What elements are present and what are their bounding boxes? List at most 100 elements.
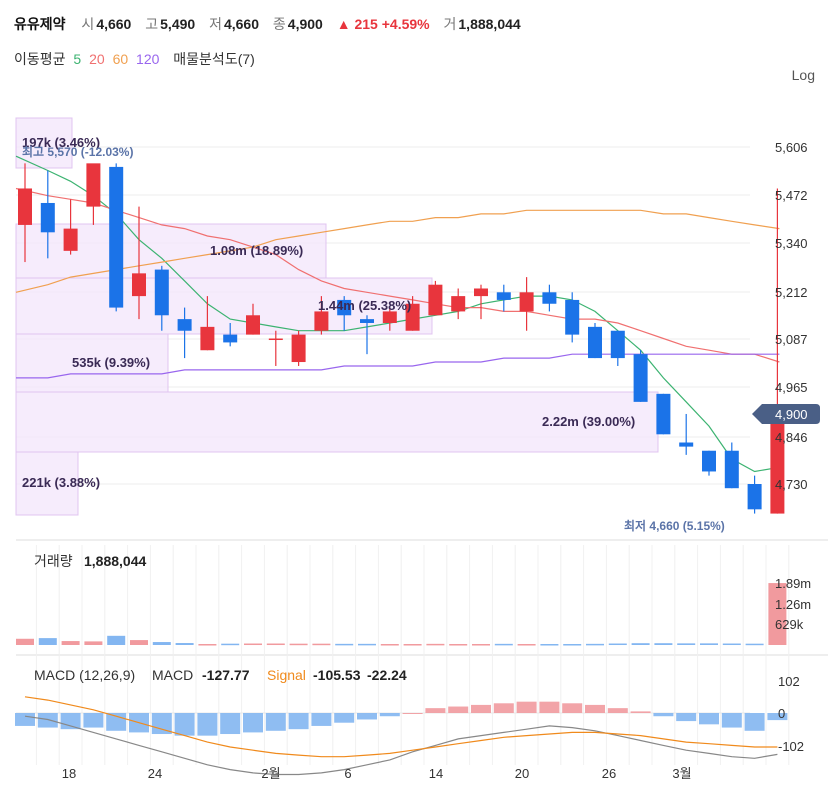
macd-histogram-bar xyxy=(539,701,560,713)
volume-profile-label: 197k (3.46%) xyxy=(22,135,100,150)
candle-body xyxy=(405,303,420,331)
price-tick-label: 4,965 xyxy=(775,380,808,395)
date-tick-label: 18 xyxy=(62,766,76,781)
macd-histogram-bar xyxy=(265,713,286,731)
volume-bar xyxy=(289,643,308,646)
date-tick-label: 2월 xyxy=(261,766,280,781)
volume-bar xyxy=(586,643,604,646)
candle-body xyxy=(63,228,78,251)
macd-value: -127.77 xyxy=(202,667,250,683)
ma20-label[interactable]: 20 xyxy=(89,51,105,67)
candles xyxy=(18,163,785,514)
histogram-value: -22.24 xyxy=(367,667,407,683)
current-price-label: 4,900 xyxy=(775,407,808,422)
volume-bar xyxy=(403,644,422,646)
volume-profile-label: 1.08m (18.89%) xyxy=(210,243,303,258)
macd-histogram-bar xyxy=(744,713,765,731)
volume-profile-label: 535k (9.39%) xyxy=(72,355,150,370)
high-value: 5,490 xyxy=(160,16,196,32)
volume-bar xyxy=(221,643,240,646)
volume-bar xyxy=(107,635,126,645)
candle-body xyxy=(291,334,306,363)
volume-profile-box xyxy=(15,277,433,335)
macd-label: MACD xyxy=(152,667,193,683)
volume-last-value: 1,888,044 xyxy=(84,553,146,569)
candle-body xyxy=(519,292,534,312)
candle-body xyxy=(382,311,397,323)
candle-body xyxy=(18,188,32,225)
volume-bar xyxy=(745,643,764,646)
volume-bar xyxy=(175,643,194,645)
high-label: 고 xyxy=(145,16,159,32)
volume-bar xyxy=(426,643,445,646)
date-tick-label: 24 xyxy=(148,766,162,781)
profile-indicator-label[interactable]: 매물분석도(7) xyxy=(173,51,255,67)
volume-bar xyxy=(654,643,673,645)
macd-histogram-bar xyxy=(379,713,400,717)
volume-bar xyxy=(198,644,217,646)
ma60-label[interactable]: 60 xyxy=(112,51,129,67)
volume-title: 거래량 xyxy=(34,553,73,569)
ma120-label[interactable]: 120 xyxy=(136,51,160,67)
volume-bar xyxy=(700,643,718,645)
open-label: 시 xyxy=(81,16,95,32)
candle-body xyxy=(610,330,625,359)
volume-bar xyxy=(358,643,376,646)
close-label: 종 xyxy=(272,16,286,32)
macd-histogram-bar xyxy=(676,713,697,722)
volume-bar xyxy=(540,644,559,646)
macd-histogram-bar xyxy=(37,713,58,728)
date-tick-label: 14 xyxy=(429,766,443,781)
candle-body xyxy=(86,163,101,207)
volume-bar xyxy=(244,643,262,646)
candle-body xyxy=(314,311,329,331)
volume-profile-box xyxy=(15,333,169,393)
volume-bar xyxy=(494,643,513,646)
volume-bar xyxy=(563,644,582,646)
macd-histogram-bar xyxy=(220,713,241,735)
ma-label[interactable]: 이동평균 xyxy=(14,51,66,67)
candle-body xyxy=(177,319,192,331)
close-value: 4,900 xyxy=(287,16,323,32)
volume-profile-box xyxy=(15,117,73,169)
volume-profile-label: 1.44m (25.38%) xyxy=(318,298,411,313)
low-price-marker: 최저 4,660 (5.15%) xyxy=(624,518,725,533)
log-scale-toggle[interactable]: Log xyxy=(791,67,815,83)
candle-body xyxy=(246,315,260,335)
change-value: ▲ 215 +4.59% xyxy=(336,16,430,32)
price-tick-label: 5,472 xyxy=(775,188,808,203)
volume-bar xyxy=(722,643,741,646)
macd-histogram-bar xyxy=(425,708,446,713)
macd-histogram-bar xyxy=(60,713,81,730)
candle-body xyxy=(474,288,488,297)
date-axis: 18 24 2월 6 14 20 26 3월 xyxy=(62,766,692,781)
candle-body xyxy=(268,338,283,341)
macd-histogram-bar xyxy=(493,703,514,713)
candle-body xyxy=(565,299,580,335)
macd-tick-label: 102 xyxy=(778,674,800,689)
date-tick-label: 20 xyxy=(515,766,529,781)
candle-body xyxy=(679,442,694,447)
macd-histogram-bar xyxy=(15,713,35,726)
candle-body xyxy=(588,326,602,359)
volume-profile xyxy=(15,117,659,516)
macd-tick-label: 0 xyxy=(778,706,785,721)
macd-histogram-bar xyxy=(197,713,218,736)
macd-line xyxy=(24,715,778,776)
volume-value: 1,888,044 xyxy=(458,16,521,32)
candle-body xyxy=(451,296,466,312)
macd-histogram-bar xyxy=(151,713,172,735)
signal-label: Signal xyxy=(267,667,306,683)
price-tick-label: 4,846 xyxy=(775,430,808,445)
volume-label: 거 xyxy=(443,16,457,32)
volume-bar xyxy=(61,641,80,645)
volume-profile-label: 221k (3.88%) xyxy=(22,475,100,490)
volume-bar xyxy=(152,642,171,645)
macd-histogram-bar xyxy=(767,713,788,721)
ma5-label[interactable]: 5 xyxy=(73,51,82,67)
macd-histogram-bar xyxy=(630,711,651,713)
volume-bar xyxy=(312,643,331,646)
candle-body xyxy=(132,273,146,297)
ma5-line xyxy=(15,155,780,473)
